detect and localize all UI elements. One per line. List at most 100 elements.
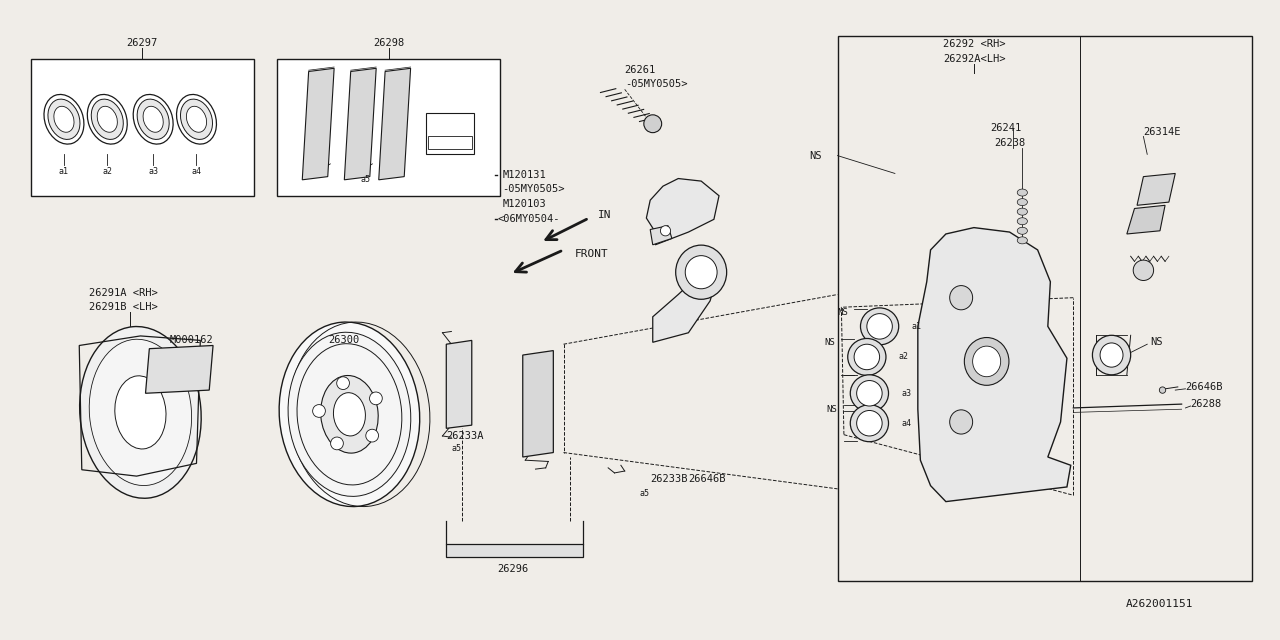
Text: 26298: 26298 (374, 38, 404, 48)
Polygon shape (146, 346, 212, 394)
Text: 26646B: 26646B (1185, 382, 1222, 392)
Ellipse shape (1018, 237, 1028, 244)
Text: NS: NS (837, 308, 847, 317)
Ellipse shape (279, 322, 420, 506)
Bar (31, 59, 253, 196)
Text: 26233B: 26233B (650, 474, 687, 484)
Text: 26241: 26241 (991, 122, 1021, 132)
Text: 26292A<LH>: 26292A<LH> (943, 54, 1006, 64)
Ellipse shape (1018, 208, 1028, 215)
Ellipse shape (973, 346, 1001, 377)
Text: 26261: 26261 (625, 65, 655, 75)
Text: M120103: M120103 (502, 199, 547, 209)
Ellipse shape (288, 332, 411, 497)
Ellipse shape (54, 106, 74, 132)
Text: -05MY0505>: -05MY0505> (502, 184, 564, 195)
Ellipse shape (1018, 218, 1028, 225)
Polygon shape (1126, 205, 1165, 234)
Ellipse shape (854, 344, 879, 370)
Bar (429, 136, 472, 149)
Ellipse shape (867, 314, 892, 339)
Text: 26292 <RH>: 26292 <RH> (943, 39, 1006, 49)
Polygon shape (379, 68, 411, 180)
Ellipse shape (366, 429, 379, 442)
Ellipse shape (950, 410, 973, 434)
Ellipse shape (97, 106, 118, 132)
Ellipse shape (177, 95, 216, 144)
Polygon shape (447, 544, 582, 557)
Text: 26238: 26238 (995, 138, 1025, 148)
Text: a5: a5 (452, 444, 461, 453)
Text: IN: IN (598, 210, 611, 220)
Ellipse shape (1100, 343, 1123, 367)
Polygon shape (447, 340, 472, 428)
Text: a4: a4 (192, 167, 201, 176)
Text: A262001151: A262001151 (1126, 598, 1194, 609)
Polygon shape (1137, 173, 1175, 205)
Ellipse shape (133, 95, 173, 144)
Ellipse shape (187, 106, 206, 132)
Polygon shape (918, 228, 1071, 502)
Ellipse shape (321, 376, 378, 453)
Bar (276, 59, 499, 196)
Text: <06MY0504-: <06MY0504- (497, 214, 559, 224)
Ellipse shape (1018, 189, 1028, 196)
Ellipse shape (370, 392, 383, 404)
Bar (837, 36, 1252, 581)
Text: a2: a2 (899, 353, 909, 362)
Ellipse shape (312, 404, 325, 417)
Ellipse shape (856, 381, 882, 406)
Polygon shape (302, 68, 334, 180)
Ellipse shape (860, 308, 899, 345)
Text: 26296: 26296 (497, 563, 529, 573)
Polygon shape (344, 68, 376, 180)
Ellipse shape (115, 376, 166, 449)
Ellipse shape (180, 99, 212, 140)
Ellipse shape (90, 339, 192, 486)
Text: 26314E: 26314E (1143, 127, 1181, 137)
Ellipse shape (44, 95, 84, 144)
Polygon shape (646, 179, 719, 245)
Text: a5: a5 (361, 175, 371, 184)
Ellipse shape (644, 115, 662, 132)
Text: 26288: 26288 (1190, 399, 1222, 409)
Text: 26646B: 26646B (689, 474, 726, 484)
Ellipse shape (79, 326, 201, 499)
Ellipse shape (856, 410, 882, 436)
Ellipse shape (850, 375, 888, 412)
Ellipse shape (334, 393, 365, 436)
Text: 26297: 26297 (125, 38, 157, 48)
Polygon shape (650, 226, 672, 245)
Text: a5: a5 (640, 489, 650, 498)
Text: a1: a1 (59, 167, 69, 176)
Text: NS: NS (810, 150, 822, 161)
Ellipse shape (676, 245, 727, 300)
Text: a3: a3 (148, 167, 159, 176)
Text: NS: NS (1149, 337, 1162, 348)
Text: a4: a4 (901, 419, 911, 428)
Text: -05MY0505>: -05MY0505> (625, 79, 687, 89)
Ellipse shape (847, 339, 886, 376)
Ellipse shape (950, 285, 973, 310)
Ellipse shape (685, 255, 717, 289)
Ellipse shape (1018, 227, 1028, 234)
Text: FRONT: FRONT (575, 250, 608, 259)
Ellipse shape (330, 437, 343, 450)
Ellipse shape (1018, 198, 1028, 205)
Ellipse shape (337, 377, 349, 390)
Ellipse shape (137, 99, 169, 140)
Ellipse shape (47, 99, 79, 140)
Ellipse shape (850, 404, 888, 442)
Ellipse shape (143, 106, 164, 132)
Text: M000162: M000162 (169, 335, 214, 346)
Polygon shape (522, 351, 553, 457)
Bar (426, 113, 475, 154)
Text: a2: a2 (102, 167, 113, 176)
Ellipse shape (1092, 335, 1130, 375)
Ellipse shape (91, 99, 123, 140)
Ellipse shape (1160, 387, 1166, 394)
Text: M120131: M120131 (502, 170, 547, 180)
Circle shape (1133, 260, 1153, 280)
Polygon shape (653, 276, 717, 342)
Text: 26291A <RH>: 26291A <RH> (90, 287, 159, 298)
